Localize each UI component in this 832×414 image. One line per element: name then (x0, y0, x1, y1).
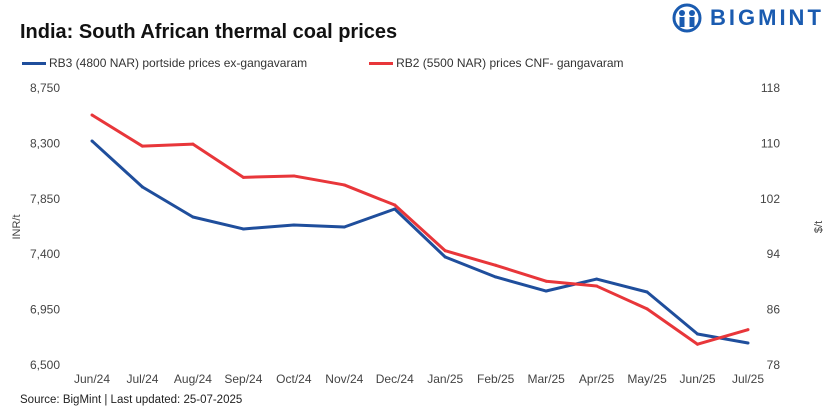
series-line-rb3 (90, 139, 749, 345)
y-axis-right-label: $/t (813, 221, 825, 233)
data-point-rb2 (595, 284, 599, 288)
data-point-rb3 (241, 227, 245, 231)
data-point-rb3 (191, 215, 195, 219)
y-left-tick-label: 7,400 (30, 247, 60, 261)
x-tick-label: Feb/25 (477, 372, 515, 386)
data-point-rb2 (443, 249, 447, 253)
data-point-rb3 (90, 139, 94, 143)
x-tick-label: Jul/24 (126, 372, 158, 386)
x-tick-label: Mar/25 (527, 372, 565, 386)
data-point-rb2 (645, 307, 649, 311)
y-left-tick-label: 6,950 (30, 303, 60, 317)
y-left-tick-label: 8,750 (30, 81, 60, 95)
source-note: Source: BigMint | Last updated: 25-07-20… (20, 394, 243, 406)
data-point-rb3 (696, 332, 700, 336)
data-point-rb2 (90, 113, 94, 117)
bigmint-logo-text: BIGMINT (710, 5, 824, 30)
x-tick-label: Jul/25 (732, 372, 764, 386)
x-tick-label: Jun/25 (680, 372, 716, 386)
bigmint-logo: BIGMINT (672, 3, 824, 33)
y-left-tick-label: 8,300 (30, 136, 60, 150)
legend-item-rb3: RB3 (4800 NAR) portside prices ex-gangav… (22, 56, 307, 70)
legend-label-rb3: RB3 (4800 NAR) portside prices ex-gangav… (49, 56, 308, 70)
data-point-rb2 (696, 342, 700, 346)
data-point-rb3 (544, 289, 548, 293)
x-tick-label: Dec/24 (376, 372, 414, 386)
data-point-rb2 (292, 174, 296, 178)
data-point-rb2 (191, 142, 195, 146)
data-point-rb3 (746, 341, 750, 345)
y-right-tick-label: 110 (761, 136, 780, 150)
legend-item-rb2: RB2 (5500 NAR) prices CNF- gangavaram (369, 56, 624, 70)
data-point-rb2 (342, 183, 346, 187)
y-right-tick-label: 86 (767, 303, 781, 317)
x-tick-label: Sep/24 (224, 372, 262, 386)
data-point-rb3 (645, 290, 649, 294)
bigmint-logo-icon (672, 3, 702, 33)
data-point-rb3 (292, 223, 296, 227)
data-point-rb2 (241, 175, 245, 179)
data-point-rb2 (746, 328, 750, 332)
x-tick-label: Jun/24 (74, 372, 110, 386)
x-tick-label: Nov/24 (325, 372, 363, 386)
data-point-rb3 (494, 275, 498, 279)
x-tick-label: Oct/24 (276, 372, 312, 386)
y-left-tick-label: 6,500 (30, 358, 60, 372)
data-point-rb3 (595, 277, 599, 281)
legend-label-rb2: RB2 (5500 NAR) prices CNF- gangavaram (396, 56, 624, 70)
x-tick-label: May/25 (627, 372, 667, 386)
data-point-rb3 (140, 185, 144, 189)
x-tick-label: Apr/25 (579, 372, 615, 386)
data-point-rb3 (443, 255, 447, 259)
y-right-tick-label: 94 (767, 247, 781, 261)
chart-title: India: South African thermal coal prices (20, 21, 398, 43)
series-line-rb2 (91, 113, 749, 346)
data-point-rb2 (393, 203, 397, 207)
y-right-tick-label: 102 (760, 192, 780, 206)
legend: RB3 (4800 NAR) portside prices ex-gangav… (22, 56, 624, 70)
legend-swatch-rb2 (369, 61, 394, 65)
x-tick-label: Jan/25 (427, 372, 463, 386)
x-tick-label: Aug/24 (174, 372, 212, 386)
y-axis-left-label: INR/t (11, 214, 23, 239)
legend-swatch-rb3 (22, 61, 46, 65)
y-right-tick-label: 118 (761, 81, 780, 95)
data-point-rb3 (393, 207, 397, 211)
data-point-rb3 (342, 225, 346, 229)
data-point-rb2 (140, 144, 144, 148)
data-point-rb2 (494, 263, 498, 267)
y-right-tick-label: 78 (767, 358, 781, 372)
y-left-tick-label: 7,850 (30, 192, 60, 206)
data-point-rb2 (544, 279, 548, 283)
